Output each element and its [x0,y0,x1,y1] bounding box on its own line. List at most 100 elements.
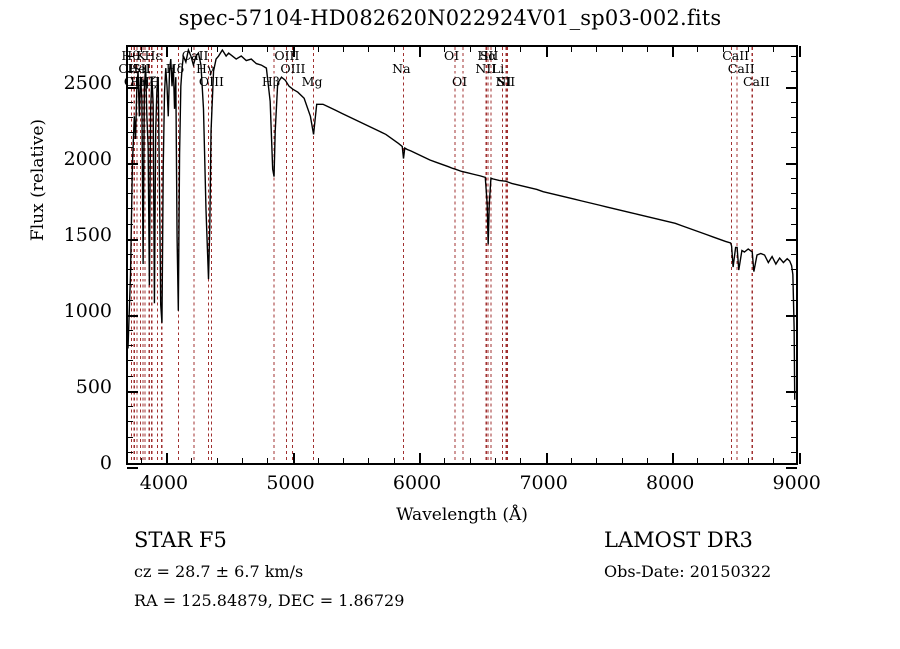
axis-tick [292,453,295,464]
axis-tick [191,458,193,464]
spectral-line-label: Na [392,61,411,76]
axis-tick [127,253,133,255]
axis-tick [165,453,168,464]
axis-tick [127,238,138,241]
spectrum-plot[interactable] [126,45,801,469]
axis-tick [791,147,797,149]
spectral-line-label: HeI [127,61,151,76]
axis-tick [127,406,133,408]
axis-tick [791,101,797,103]
axis-tick [127,436,133,438]
x-tick-label: 8000 [645,472,695,494]
axis-tick [393,46,395,52]
axis-tick [791,451,797,453]
axis-tick [216,458,218,464]
axis-tick [495,458,496,464]
axis-tick [791,436,797,438]
spectral-line-label: Hε [144,48,162,63]
metadata-footer: STAR F5 cz = 28.7 ± 6.7 km/s RA = 125.84… [0,528,900,638]
axis-tick [140,46,142,52]
spectral-line-label: SII [132,61,151,76]
axis-tick [520,458,522,464]
axis-tick [127,56,133,58]
axis-tick [216,46,218,52]
axis-tick [127,421,133,423]
axis-tick [368,46,370,52]
spectral-line-label: OI [444,48,460,63]
axis-tick [791,299,797,301]
axis-tick [469,458,471,464]
axis-tick [267,458,269,464]
spectral-line-label: K [136,48,146,63]
axis-tick [127,269,133,271]
spectral-line-label: Hζ [138,74,157,89]
y-tick-label: 1000 [63,299,112,322]
axis-tick [791,117,797,118]
axis-tick [241,46,243,52]
axis-tick [791,360,797,362]
axis-tick [127,375,133,377]
axis-tick [722,46,724,52]
axis-tick [127,360,133,362]
survey-name: LAMOST DR3 [604,528,753,552]
x-tick-label: 6000 [392,472,442,494]
axis-tick [791,330,797,332]
axis-tick [127,117,133,118]
axis-tick [773,46,775,52]
spectral-line-label: OII [123,74,144,89]
axis-tick [570,46,572,52]
axis-tick [127,208,133,210]
axis-tick [127,147,133,149]
axis-tick [469,46,471,52]
spectrum-canvas [128,47,796,463]
axis-tick [596,458,598,464]
axis-tick [596,46,598,52]
spectral-line-label: Hδ [165,61,185,76]
axis-tick [343,458,345,464]
axis-tick [791,406,797,408]
spectral-line-label: Hη [130,74,149,89]
footer-right-column: LAMOST DR3 Obs-Date: 20150322 [604,528,771,591]
axis-tick [127,467,138,469]
spectral-line-label: CaII [722,48,750,63]
spectral-line-label: Mg [301,74,323,89]
axis-tick [495,46,496,52]
spectral-line-label: NII [475,61,497,76]
axis-tick [127,177,133,179]
spectral-line-label: SII [496,74,516,89]
axis-tick [791,269,797,271]
x-tick-label: 9000 [772,472,821,494]
axis-tick [127,162,138,165]
spectral-line-label: CaII [181,48,209,63]
axis-tick [791,71,797,73]
axis-tick [343,46,345,52]
sky-coordinates: RA = 125.84879, DEC = 1.86729 [134,591,405,610]
axis-tick [127,284,133,286]
spectral-line-label: CaII [727,61,755,76]
axis-tick [786,314,797,317]
axis-tick [317,46,319,52]
axis-tick [748,46,750,52]
axis-tick [165,46,168,57]
axis-tick [786,467,797,469]
spectral-line-label: Hθ [121,48,140,63]
x-tick-label: 5000 [266,472,315,494]
axis-tick [697,46,699,52]
axis-tick [697,458,699,464]
axis-tick [791,375,797,377]
axis-tick [127,132,133,134]
axis-tick [127,314,138,317]
axis-tick [127,223,133,225]
axis-tick [317,458,319,464]
axis-tick [140,458,142,464]
axis-tick [621,46,623,52]
axis-tick [292,46,295,57]
axis-tick [748,458,750,464]
axis-tick [545,453,548,464]
axis-tick [545,46,548,57]
axis-tick [786,86,797,89]
spectral-line-label: OIII [280,61,306,76]
spectral-line-label: Hα [477,48,497,63]
spectral-line-label: Hβ [261,74,281,89]
